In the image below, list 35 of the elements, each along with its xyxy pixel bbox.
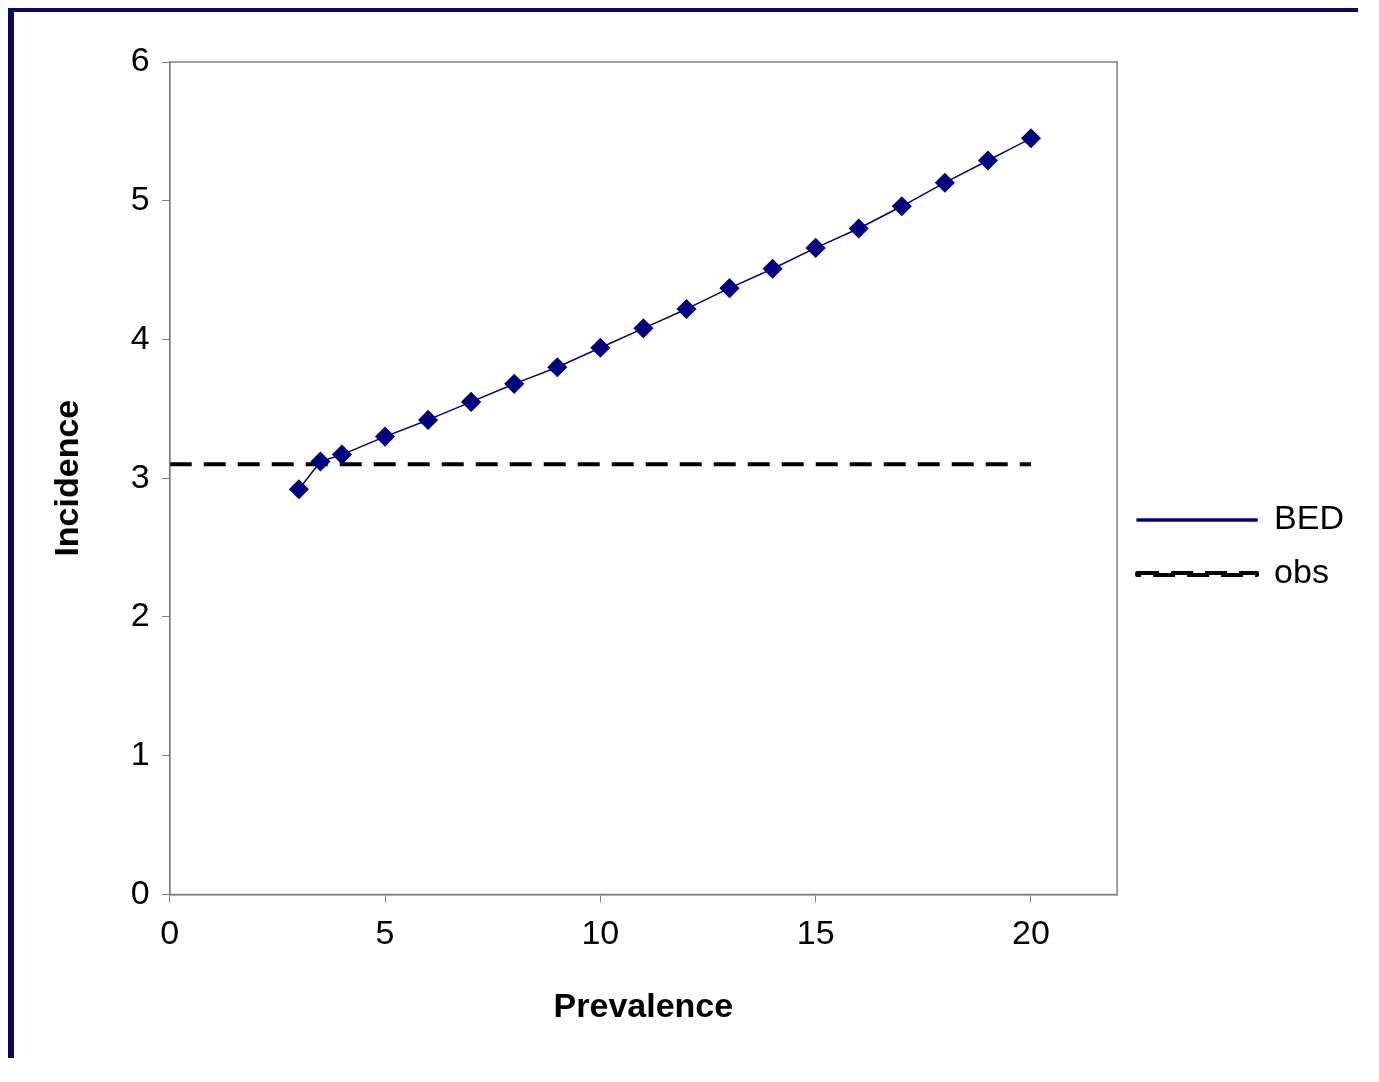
point <box>762 258 783 279</box>
legend-label: BED <box>1274 498 1345 537</box>
point <box>547 357 568 377</box>
point <box>310 451 331 472</box>
x-tick-label: 0 <box>160 913 180 952</box>
point <box>590 338 611 358</box>
point <box>719 278 740 298</box>
point <box>375 426 395 447</box>
point <box>633 318 654 339</box>
y-tick-label: 4 <box>130 317 150 356</box>
point <box>418 410 438 430</box>
y-tick-label: 1 <box>130 734 150 773</box>
y-tick-label: 5 <box>130 179 150 218</box>
point <box>892 196 912 217</box>
y-tick-label: 2 <box>130 595 150 634</box>
point <box>461 392 481 412</box>
point <box>332 444 352 465</box>
point <box>1021 128 1041 149</box>
point <box>805 238 826 258</box>
point <box>504 374 524 394</box>
y-tick-label: 0 <box>130 872 150 911</box>
legend-label: obs <box>1274 552 1329 591</box>
x-tick-label: 20 <box>1012 913 1050 952</box>
point <box>848 218 869 239</box>
y-axis-title: Incidence <box>46 399 85 557</box>
x-tick-label: 15 <box>796 913 835 952</box>
y-tick-label: 3 <box>130 456 150 495</box>
point <box>978 150 998 171</box>
point <box>676 299 697 319</box>
x-axis-title: Prevalence <box>553 985 734 1024</box>
point <box>935 172 955 193</box>
y-tick-label: 6 <box>130 40 150 79</box>
x-tick-label: 5 <box>375 913 395 952</box>
point <box>289 479 309 500</box>
x-tick-label: 10 <box>581 913 620 952</box>
